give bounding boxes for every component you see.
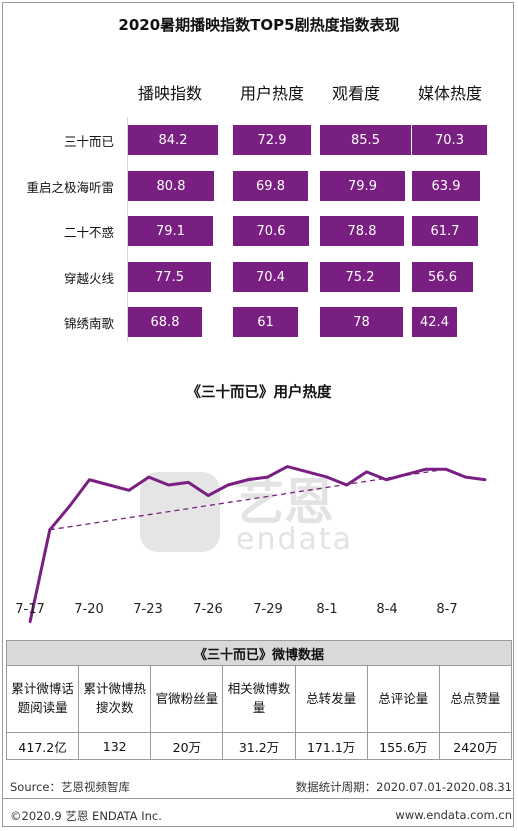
line-point-5 — [127, 489, 131, 492]
user-heat-series-line — [28, 465, 486, 623]
weibo-data-table: 《三十而已》微博数据 累计微博话题阅读量 累计微博热搜次数 官微粉丝量 相关微博… — [5, 640, 513, 760]
weibo-header-topic-reads: 累计微博话题阅读量 — [5, 665, 80, 733]
bar-axis — [127, 117, 128, 342]
bar-0-2: 79.1 — [128, 216, 213, 246]
weibo-value-topic-reads: 417.2亿 — [5, 732, 80, 760]
column-header-user-heat: 用户热度 — [240, 84, 305, 103]
x-tick-label: 8-7 — [436, 602, 458, 617]
line-point-7 — [167, 483, 170, 487]
bar-0-4: 68.8 — [128, 307, 202, 337]
line-point-13 — [286, 465, 289, 468]
chart-title: 2020暑期播映指数TOP5剧热度指数表现 — [118, 16, 400, 34]
line-point-2 — [68, 504, 71, 508]
data-period: 数据统计周期：2020.07.01-2020.08.31 — [295, 780, 512, 794]
line-point-18 — [385, 478, 388, 481]
bar-1-0: 72.9 — [233, 125, 311, 155]
bar-0-0: 84.2 — [128, 125, 218, 155]
weibo-value-reposts: 171.1万 — [294, 732, 368, 760]
x-tick-label: 7-26 — [193, 602, 223, 617]
line-point-8 — [187, 481, 190, 484]
weibo-value-comments: 155.6万 — [366, 732, 440, 760]
bar-1-4: 61 — [233, 307, 298, 337]
bar-1-2: 70.6 — [233, 216, 309, 246]
footer-divider — [2, 798, 514, 799]
bar-3-2: 61.7 — [412, 216, 478, 246]
row-label-chuanyue: 穿越火线 — [63, 271, 114, 286]
bar-0-3: 77.5 — [128, 262, 211, 292]
x-tick-label: 8-1 — [316, 602, 338, 617]
bar-2-2: 78.8 — [320, 216, 404, 246]
endata-watermark: 艺恩 endata — [140, 462, 380, 562]
line-point-14 — [306, 470, 309, 474]
x-tick-label: 8-4 — [376, 602, 398, 617]
weibo-table-caption: 《三十而已》微博数据 — [6, 640, 512, 666]
watermark-cn: 艺恩 — [234, 473, 334, 531]
line-chart — [28, 465, 487, 624]
bar-2-0: 85.5 — [320, 125, 411, 155]
weibo-value-fans: 20万 — [150, 732, 224, 760]
bar-3-1: 63.9 — [412, 171, 480, 201]
column-header-broadcast-index: 播映指数 — [138, 84, 203, 103]
line-point-9 — [207, 494, 210, 497]
bar-2-3: 75.2 — [320, 262, 400, 292]
x-tick-label: 7-29 — [253, 602, 283, 617]
x-tick-label: 7-20 — [74, 602, 104, 617]
line-point-15 — [325, 475, 329, 479]
line-point-10 — [226, 483, 230, 487]
weibo-header-hot-search: 累计微博热搜次数 — [78, 665, 152, 733]
weibo-value-hot-search: 132 — [78, 732, 152, 760]
line-point-6 — [147, 475, 150, 479]
weibo-header-comments: 总评论量 — [366, 665, 440, 733]
bar-2-1: 79.9 — [320, 171, 405, 201]
column-header-viewing: 观看度 — [332, 84, 381, 103]
x-tick-label: 7-17 — [15, 602, 45, 617]
bar-1-3: 70.4 — [233, 262, 308, 292]
endata-logo-icon — [140, 472, 220, 552]
weibo-header-likes: 总点赞量 — [438, 665, 513, 733]
row-label-jinxiu: 锦绣南歌 — [63, 316, 114, 331]
website-url: www.endata.com.cn — [395, 808, 512, 822]
trend-line — [49, 468, 446, 531]
line-point-3 — [88, 478, 91, 481]
source-note: Source：艺恩视频智库 — [10, 780, 130, 794]
row-label-chongqi: 重启之极海听雷 — [26, 180, 114, 195]
weibo-header-posts: 相关微博数量 — [222, 665, 296, 733]
bar-3-4: 42.4 — [412, 307, 457, 337]
bar-3-0: 70.3 — [412, 125, 487, 155]
line-point-4 — [108, 483, 111, 487]
weibo-value-likes: 2420万 — [438, 732, 513, 760]
line-chart-title: 《三十而已》用户热度 — [186, 385, 332, 401]
row-label-sanshi: 三十而已 — [63, 134, 114, 149]
line-point-23 — [484, 478, 487, 481]
bar-0-1: 80.8 — [128, 171, 214, 201]
line-point-0 — [28, 620, 32, 624]
bar-3-3: 56.6 — [412, 262, 473, 292]
weibo-header-reposts: 总转发量 — [294, 665, 368, 733]
line-point-12 — [266, 475, 269, 479]
row-label-ershi: 二十不惑 — [63, 225, 114, 240]
line-point-17 — [365, 470, 368, 474]
weibo-header-fans: 官微粉丝量 — [150, 665, 224, 733]
line-point-20 — [424, 468, 428, 471]
copyright: ©2020.9 艺恩 ENDATA Inc. — [10, 809, 162, 823]
line-point-22 — [464, 475, 467, 479]
bar-2-4: 78 — [320, 307, 403, 337]
x-tick-label: 7-23 — [133, 602, 163, 617]
weibo-value-posts: 31.2万 — [222, 732, 296, 760]
bar-1-1: 69.8 — [233, 171, 308, 201]
watermark-en: endata — [236, 522, 354, 557]
line-point-11 — [246, 478, 249, 481]
column-header-media-heat: 媒体热度 — [418, 84, 483, 103]
